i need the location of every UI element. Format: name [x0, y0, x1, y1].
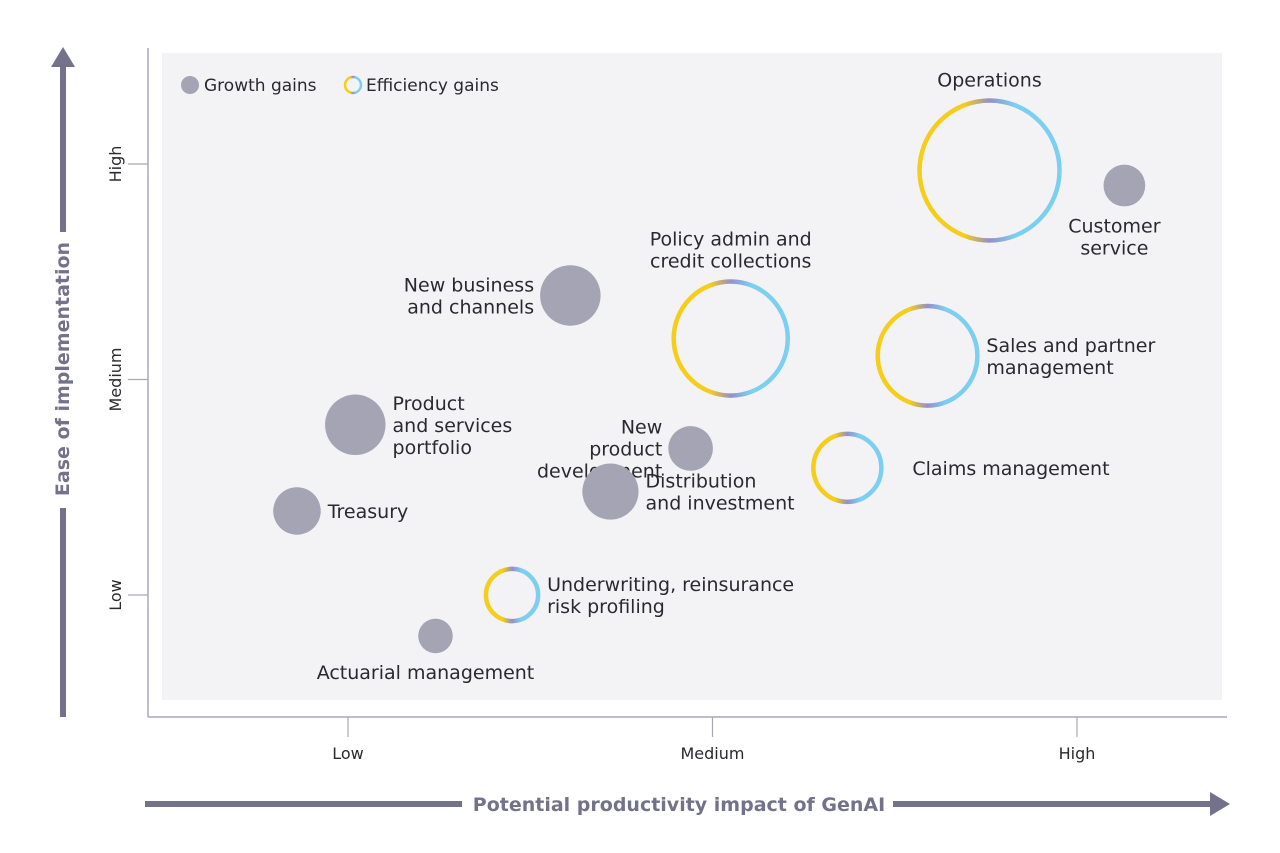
efficiency-ring — [811, 431, 884, 505]
y-tick-label: Medium — [106, 348, 125, 412]
legend-item-growth: Growth gains — [181, 76, 317, 96]
legend-efficiency-label: Efficiency gains — [366, 76, 499, 96]
bubble-label: Policy admin and — [650, 229, 812, 251]
efficiency-ring — [917, 98, 1062, 243]
bubble-label: credit collections — [650, 251, 811, 273]
bubble-label: portfolio — [393, 437, 472, 459]
bubble-treasury: Treasury — [273, 487, 408, 535]
efficiency-ring — [671, 279, 791, 398]
growth-dot — [418, 618, 453, 654]
y-tick-label: High — [106, 146, 125, 183]
bubble-label: management — [986, 357, 1113, 379]
x-ticks: Low Medium High — [332, 717, 1095, 763]
bubble-label: New business — [404, 274, 534, 296]
legend-growth-swatch — [181, 76, 199, 94]
x-arrow-shaft-left — [145, 801, 462, 807]
plot-background — [162, 53, 1222, 700]
y-arrow-shaft-top — [60, 64, 66, 232]
bubble-label: Claims management — [912, 458, 1109, 480]
legend-growth-label: Growth gains — [204, 76, 317, 96]
efficiency-ring — [483, 566, 541, 624]
growth-dot — [273, 487, 321, 535]
bubble-label: Treasury — [327, 501, 409, 523]
x-tick-label: Medium — [681, 744, 745, 763]
bubble-label: Sales and partner — [986, 335, 1155, 357]
bubble-label: Operations — [937, 69, 1041, 91]
bubble-label: and services — [393, 415, 513, 437]
y-arrow-shaft-bottom — [60, 508, 66, 717]
growth-dot — [1103, 164, 1146, 207]
bubble-label: and channels — [407, 296, 534, 318]
bubble-label: Actuarial management — [317, 662, 535, 684]
legend: Growth gains Efficiency gains — [181, 75, 499, 96]
bubble-label: New — [621, 416, 662, 438]
y-ticks: Low Medium High — [106, 146, 148, 611]
growth-dot — [582, 463, 639, 520]
y-axis-title: Ease of implementation — [52, 242, 74, 496]
y-arrow-head — [51, 47, 75, 67]
growth-dot — [325, 394, 386, 455]
x-axis-title: Potential productivity impact of GenAI — [473, 794, 885, 816]
bubble-label: service — [1080, 237, 1148, 259]
growth-dot — [540, 265, 601, 326]
bubble-label: risk profiling — [547, 596, 665, 618]
y-axis-arrow: Ease of implementation — [51, 47, 75, 717]
x-arrow-shaft-right — [893, 801, 1213, 807]
bubble-label: Distribution — [646, 471, 757, 493]
bubble-actuarial-management: Actuarial management — [317, 618, 535, 684]
x-tick-label: High — [1059, 744, 1096, 763]
x-arrow-head — [1210, 792, 1230, 816]
y-tick-label: Low — [106, 579, 125, 611]
x-axis-arrow: Potential productivity impact of GenAI — [145, 792, 1230, 816]
bubble-label: product — [589, 438, 662, 460]
legend-efficiency-swatch — [343, 75, 363, 95]
bubble-label: and investment — [646, 493, 795, 515]
bubble-claims-management: Claims management — [811, 431, 1110, 505]
growth-dot — [668, 426, 713, 471]
x-tick-label: Low — [332, 744, 364, 763]
bubble-label: Underwriting, reinsurance — [547, 574, 794, 596]
bubble-label: Customer — [1068, 215, 1160, 237]
legend-item-efficiency: Efficiency gains — [343, 75, 499, 96]
bubble-label: Product — [393, 393, 465, 415]
efficiency-ring — [875, 303, 980, 408]
bubble-operations: Operations — [917, 69, 1062, 243]
